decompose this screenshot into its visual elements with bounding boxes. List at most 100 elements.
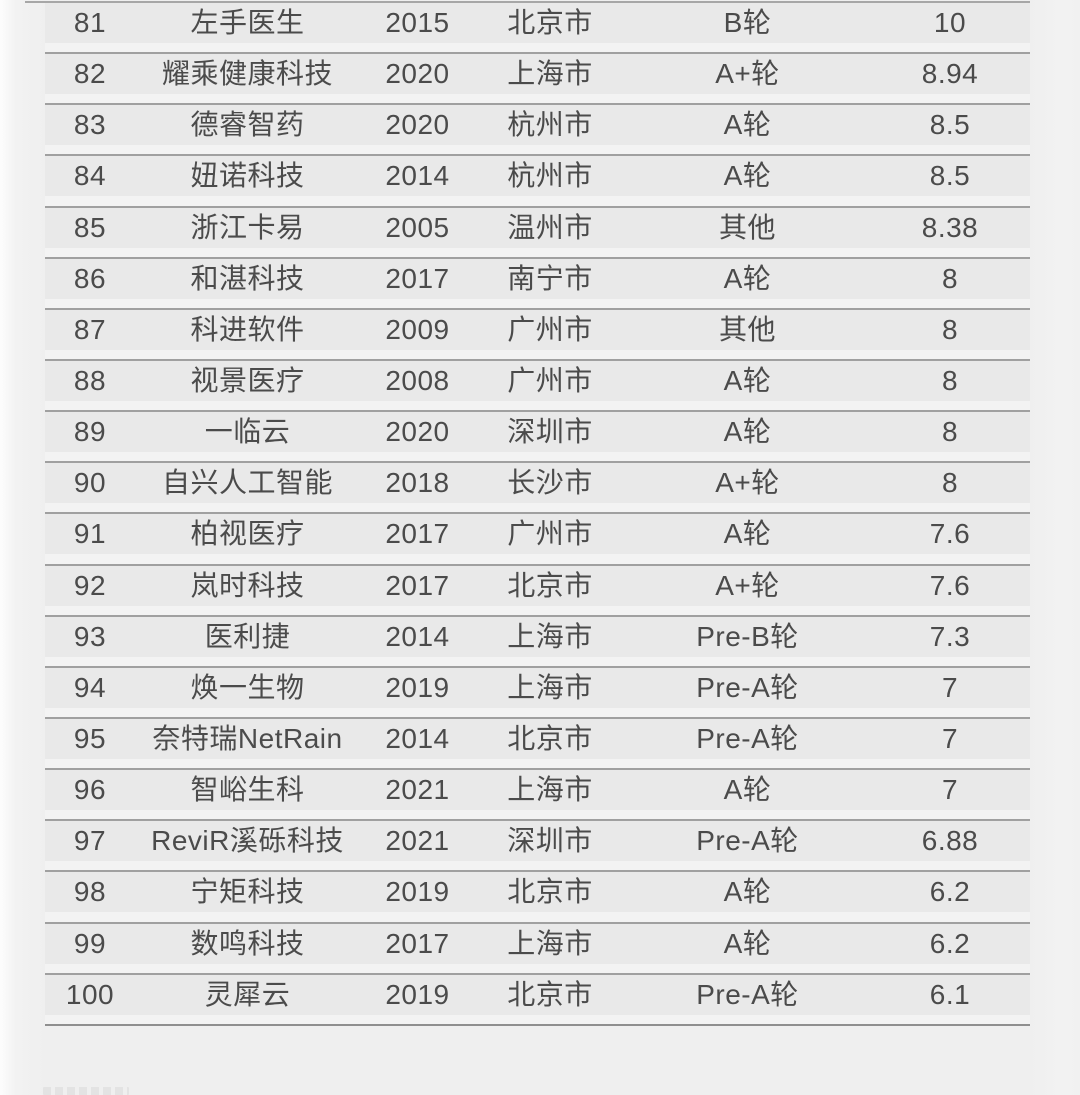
amount-cell: 8 xyxy=(941,262,959,294)
city-cell: 杭州市 xyxy=(507,160,593,192)
rank-cell: 89 xyxy=(73,416,107,448)
founded-year-cell: 2019 xyxy=(385,671,450,703)
table-row: 82 耀乘健康科技 2020 上海市 A+轮 8.94 xyxy=(45,54,1030,106)
cropped-previous-row-separator xyxy=(25,1,1030,3)
amount-cell: 8.94 xyxy=(921,58,979,90)
company-name-cell: ReviR溪砾科技 xyxy=(151,825,344,857)
founded-year-cell: 2019 xyxy=(385,978,450,1010)
funding-round-cell: A+轮 xyxy=(715,569,780,601)
cropped-footer-text xyxy=(43,1087,129,1095)
table-row: 81 左手医生 2015 北京市 B轮 10 xyxy=(45,3,1030,55)
founded-year-cell: 2017 xyxy=(385,927,450,959)
rank-cell: 88 xyxy=(73,364,107,396)
city-cell: 深圳市 xyxy=(507,825,593,857)
amount-cell: 7.6 xyxy=(929,569,971,601)
founded-year-cell: 2017 xyxy=(385,569,450,601)
amount-cell: 6.88 xyxy=(921,825,979,857)
rank-cell: 100 xyxy=(65,978,115,1010)
city-cell: 长沙市 xyxy=(507,467,593,499)
table-row: 86 和湛科技 2017 南宁市 A轮 8 xyxy=(45,258,1030,310)
amount-cell: 8 xyxy=(941,467,959,499)
table-row: 95 奈特瑞NetRain 2014 北京市 Pre-A轮 7 xyxy=(45,718,1030,771)
funding-round-cell: A轮 xyxy=(723,927,772,959)
city-cell: 北京市 xyxy=(507,569,593,601)
founded-year-cell: 2020 xyxy=(385,58,450,90)
founded-year-cell: 2014 xyxy=(385,722,450,754)
city-cell: 广州市 xyxy=(507,313,593,345)
funding-round-cell: A轮 xyxy=(723,416,772,448)
city-cell: 温州市 xyxy=(507,211,593,243)
city-cell: 广州市 xyxy=(507,518,593,550)
founded-year-cell: 2020 xyxy=(385,109,450,141)
company-name-cell: 医利捷 xyxy=(204,620,291,652)
founded-year-cell: 2021 xyxy=(385,774,450,806)
amount-cell: 7.6 xyxy=(929,518,971,550)
city-cell: 上海市 xyxy=(507,620,593,652)
table-row: 87 科进软件 2009 广州市 其他 8 xyxy=(45,309,1030,361)
rank-cell: 99 xyxy=(73,927,107,959)
amount-cell: 7 xyxy=(941,774,959,806)
city-cell: 深圳市 xyxy=(507,416,593,448)
funding-round-cell: Pre-B轮 xyxy=(696,620,799,652)
rank-cell: 81 xyxy=(73,7,107,38)
company-name-cell: 一临云 xyxy=(204,416,291,448)
table-row: 96 智峪生科 2021 上海市 A轮 7 xyxy=(45,770,1030,822)
funding-round-cell: A+轮 xyxy=(715,467,780,499)
amount-cell: 6.1 xyxy=(929,978,971,1010)
table-row: 93 医利捷 2014 上海市 Pre-B轮 7.3 xyxy=(45,616,1030,668)
city-cell: 上海市 xyxy=(507,58,593,90)
company-name-cell: 自兴人工智能 xyxy=(161,467,333,499)
table-row: 84 妞诺科技 2014 杭州市 A轮 8.5 xyxy=(45,156,1030,208)
company-name-cell: 柏视医疗 xyxy=(190,518,305,550)
city-cell: 北京市 xyxy=(507,876,593,908)
founded-year-cell: 2005 xyxy=(385,211,450,243)
table-row: 92 岚时科技 2017 北京市 A+轮 7.6 xyxy=(45,565,1030,617)
rank-cell: 86 xyxy=(73,262,107,294)
rank-cell: 84 xyxy=(73,160,107,192)
amount-cell: 8.5 xyxy=(929,160,971,192)
rank-cell: 97 xyxy=(73,825,107,857)
amount-cell: 6.2 xyxy=(929,876,971,908)
founded-year-cell: 2017 xyxy=(385,262,450,294)
funding-round-cell: Pre-A轮 xyxy=(696,825,799,857)
company-name-cell: 浙江卡易 xyxy=(190,211,305,243)
founded-year-cell: 2014 xyxy=(385,620,450,652)
city-cell: 广州市 xyxy=(507,364,593,396)
amount-cell: 8 xyxy=(941,416,959,448)
rank-cell: 87 xyxy=(73,313,107,345)
funding-round-cell: A轮 xyxy=(723,876,772,908)
table-row: 97 ReviR溪砾科技 2021 深圳市 Pre-A轮 6.88 xyxy=(45,821,1030,873)
company-name-cell: 灵犀云 xyxy=(204,978,291,1010)
city-cell: 北京市 xyxy=(507,7,593,38)
funding-round-cell: Pre-A轮 xyxy=(696,722,799,754)
table-row: 94 焕一生物 2019 上海市 Pre-A轮 7 xyxy=(45,667,1030,719)
rank-cell: 91 xyxy=(73,518,107,550)
company-name-cell: 焕一生物 xyxy=(190,671,305,703)
funding-round-cell: 其他 xyxy=(718,313,776,345)
amount-cell: 8 xyxy=(941,364,959,396)
city-cell: 杭州市 xyxy=(507,109,593,141)
company-name-cell: 科进软件 xyxy=(190,313,305,345)
founded-year-cell: 2014 xyxy=(385,160,450,192)
table-row: 91 柏视医疗 2017 广州市 A轮 7.6 xyxy=(45,514,1030,566)
funding-round-cell: A+轮 xyxy=(715,58,780,90)
company-name-cell: 德睿智药 xyxy=(190,109,305,141)
company-name-cell: 数鸣科技 xyxy=(190,927,305,959)
company-name-cell: 奈特瑞NetRain xyxy=(152,722,343,754)
company-name-cell: 视景医疗 xyxy=(190,364,305,396)
table-row: 90 自兴人工智能 2018 长沙市 A+轮 8 xyxy=(45,463,1030,515)
funding-round-cell: A轮 xyxy=(723,109,772,141)
table-row: 99 数鸣科技 2017 上海市 A轮 6.2 xyxy=(45,923,1030,975)
company-name-cell: 和湛科技 xyxy=(190,262,305,294)
amount-cell: 8.5 xyxy=(929,109,971,141)
company-name-cell: 妞诺科技 xyxy=(190,160,305,192)
rank-cell: 96 xyxy=(73,774,107,806)
amount-cell: 10 xyxy=(933,7,967,38)
city-cell: 南宁市 xyxy=(507,262,593,294)
rank-cell: 93 xyxy=(73,620,107,652)
founded-year-cell: 2019 xyxy=(385,876,450,908)
rank-cell: 82 xyxy=(73,58,107,90)
founded-year-cell: 2018 xyxy=(385,467,450,499)
founded-year-cell: 2020 xyxy=(385,416,450,448)
rank-cell: 85 xyxy=(73,211,107,243)
